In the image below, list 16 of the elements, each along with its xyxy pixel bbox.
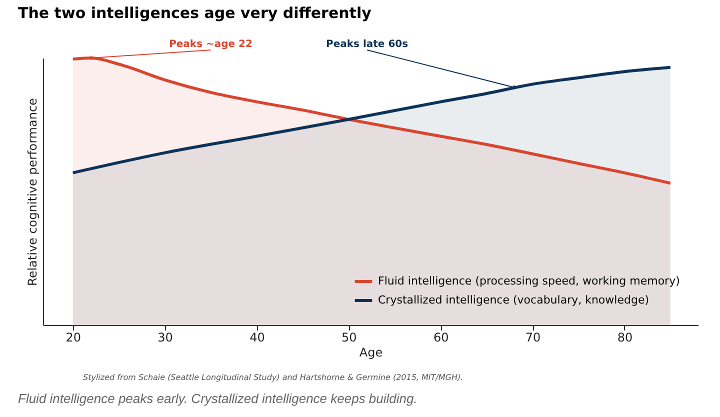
x-tick-label: 20 xyxy=(66,330,82,344)
text: Stylized from Schaie (Seattle Longitudinal Study) and Hartshorne & Germine (2015, MIT/MGH). xyxy=(83,373,464,382)
x-tick-label: 50 xyxy=(342,330,357,344)
legend-label: Fluid intelligence (processing speed, working memory) xyxy=(378,274,680,288)
x-tick-label: 80 xyxy=(617,330,633,344)
x-tick-label: 60 xyxy=(433,330,449,344)
x-tick-label: 30 xyxy=(158,330,173,344)
y-axis-title: Relative cognitive performance xyxy=(26,98,40,286)
text: Fluid intelligence peaks early. Crystallized intelligence keeps building. xyxy=(18,391,418,406)
x-tick-label: 70 xyxy=(525,330,541,344)
annotation: Peaks late 60s xyxy=(326,39,408,50)
x-axis-title: Age xyxy=(359,346,383,360)
x-tick-label: 40 xyxy=(250,330,265,344)
legend-label: Crystallized intelligence (vocabulary, knowledge) xyxy=(378,294,650,306)
chart-title: The two intelligences age very differently xyxy=(18,4,372,22)
annotation: Peaks ~age 22 xyxy=(169,39,253,50)
